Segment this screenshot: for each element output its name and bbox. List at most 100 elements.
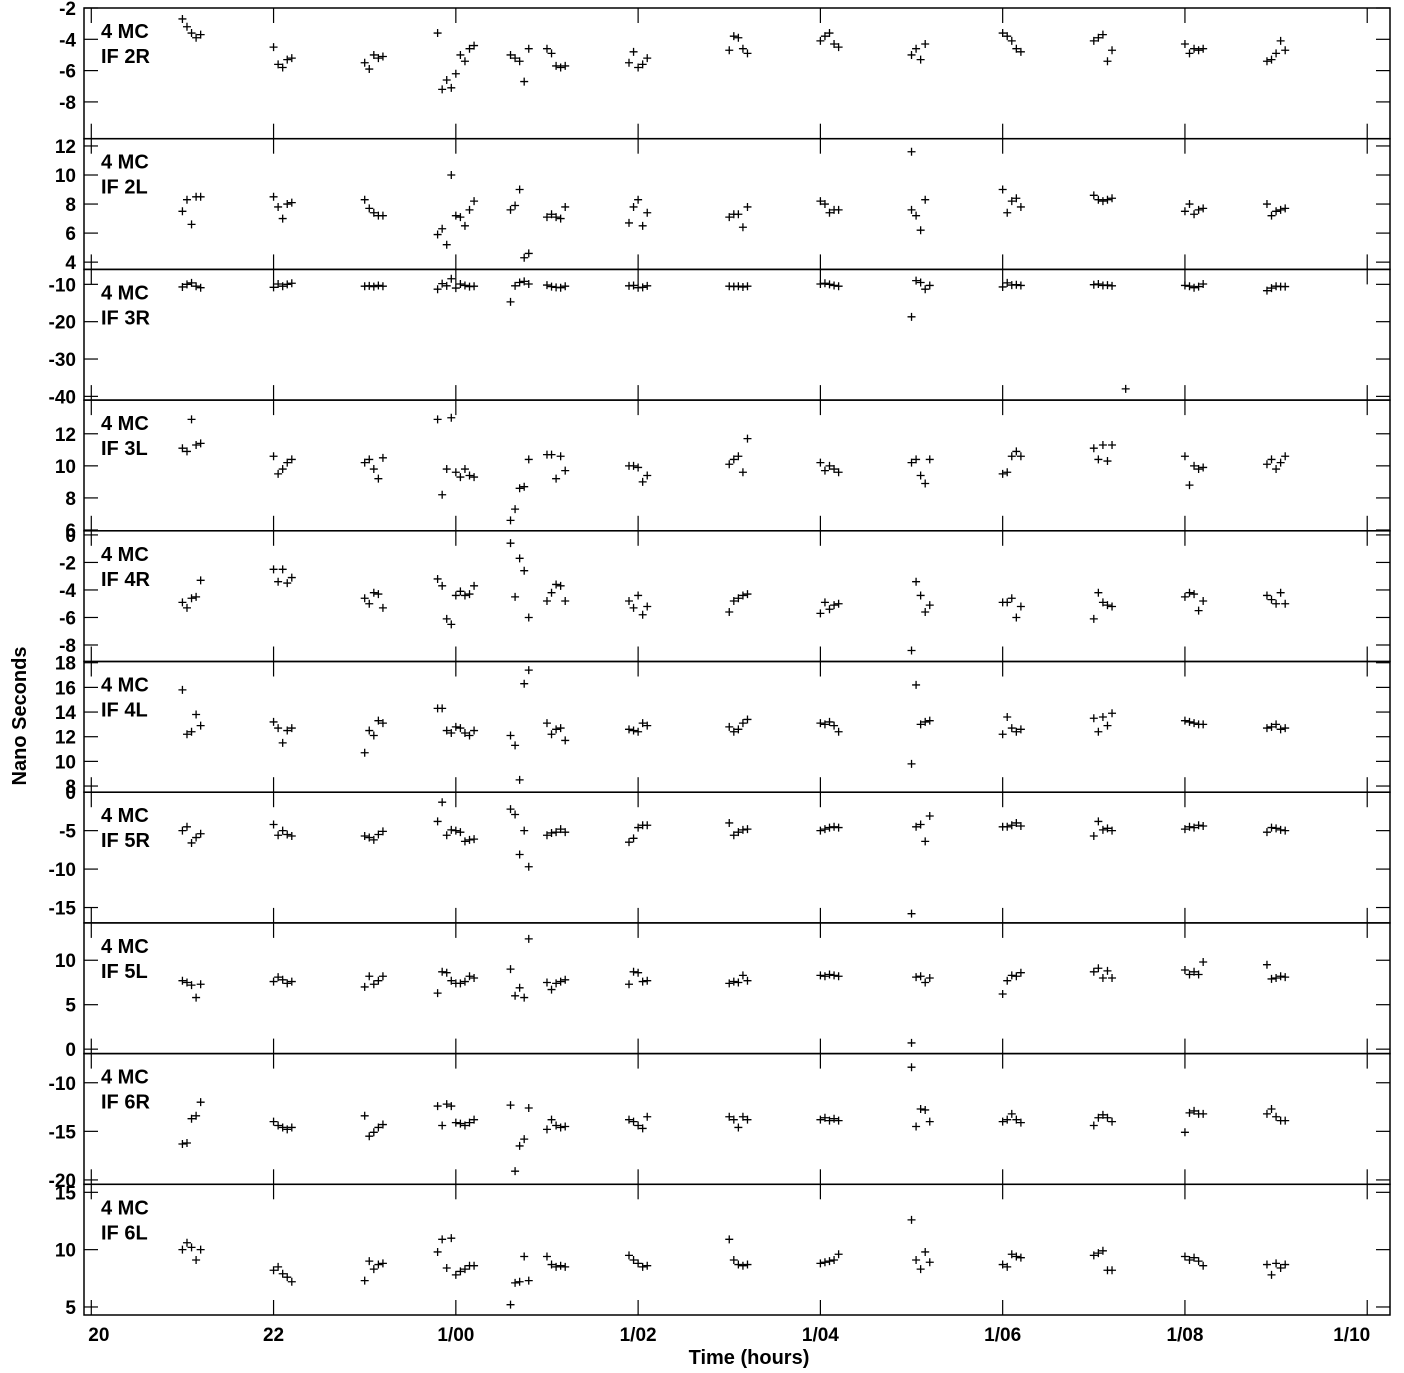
data-point <box>552 1121 561 1130</box>
data-point <box>269 1117 278 1126</box>
data-point <box>542 1125 551 1134</box>
panel-label-line2: IF 2R <box>101 46 150 68</box>
data-point <box>638 977 647 986</box>
panel-label-line2: IF 3R <box>101 307 150 329</box>
data-point <box>1272 720 1281 729</box>
data-point <box>369 588 378 597</box>
data-point <box>552 61 561 70</box>
data-point <box>287 573 296 582</box>
data-point <box>556 214 565 223</box>
panel-4: 12 10 8 6 4 MC IF 3L <box>55 399 1391 542</box>
data-point <box>378 719 387 728</box>
data-point <box>1199 596 1208 605</box>
data-point <box>725 46 734 55</box>
data-point <box>456 1267 465 1276</box>
data-point <box>1003 1262 1012 1271</box>
data-point <box>470 581 479 590</box>
data-point <box>515 983 524 992</box>
x-axis: 20 22 1/00 1/02 1/04 1/06 1/08 1/10 <box>88 1325 1370 1346</box>
data-point <box>360 982 369 991</box>
data-point <box>470 282 479 291</box>
y-tick-label: -5 <box>59 822 76 843</box>
y-tick-label: 10 <box>55 752 76 773</box>
data-point <box>643 602 652 611</box>
data-point <box>907 1063 916 1072</box>
data-point <box>456 213 465 222</box>
data-point <box>725 607 734 616</box>
data-point <box>438 798 447 807</box>
data-point <box>743 202 752 211</box>
data-point <box>470 41 479 50</box>
data-point <box>192 282 201 291</box>
data-point <box>1103 1113 1112 1122</box>
data-point <box>182 1238 191 1247</box>
data-point <box>547 210 556 219</box>
y-tick-label: -2 <box>59 553 76 574</box>
data-point <box>634 195 643 204</box>
data-point <box>625 980 634 989</box>
data-point <box>1194 282 1203 291</box>
data-point <box>1194 970 1203 979</box>
data-point <box>1016 602 1025 611</box>
data-point <box>638 60 647 69</box>
data-point <box>1180 452 1189 461</box>
data-point <box>542 719 551 728</box>
data-point <box>465 44 474 53</box>
data-point <box>907 1038 916 1047</box>
data-point <box>830 1114 839 1123</box>
data-point <box>442 1100 451 1109</box>
data-point <box>629 1255 638 1264</box>
data-point <box>1012 1252 1021 1261</box>
data-point <box>192 993 201 1002</box>
data-point <box>1094 455 1103 464</box>
data-point <box>725 979 734 988</box>
data-point <box>1276 725 1285 734</box>
data-point <box>816 197 825 206</box>
data-point <box>456 1119 465 1128</box>
panel-label-line1: 4 MC <box>101 805 149 827</box>
data-point <box>287 279 296 288</box>
data-point <box>506 965 515 974</box>
data-point <box>1108 1117 1117 1126</box>
data-point <box>278 975 287 984</box>
data-point <box>1016 202 1025 211</box>
y-tick-label: 8 <box>65 195 76 216</box>
data-point <box>433 1247 442 1256</box>
data-point <box>816 719 825 728</box>
data-point <box>365 726 374 735</box>
data-point <box>1199 1109 1208 1118</box>
data-point <box>511 1278 520 1287</box>
data-point <box>1185 717 1194 726</box>
data-point <box>378 1120 387 1129</box>
data-point <box>438 1235 447 1244</box>
data-point <box>511 810 520 819</box>
data-point <box>1103 966 1112 975</box>
data-point <box>1199 204 1208 213</box>
data-point <box>1199 1261 1208 1270</box>
data-point <box>1108 974 1117 983</box>
panel-label-line2: IF 4R <box>101 569 150 591</box>
data-point <box>820 720 829 729</box>
data-point <box>834 1116 843 1125</box>
data-point <box>1016 1253 1025 1262</box>
data-point <box>520 826 529 835</box>
data-point <box>196 1098 205 1107</box>
data-point <box>643 1112 652 1121</box>
data-point <box>283 55 292 64</box>
data-point <box>182 195 191 204</box>
data-point <box>360 748 369 757</box>
data-point <box>916 55 925 64</box>
data-point <box>1185 49 1194 58</box>
data-point <box>629 461 638 470</box>
data-point <box>1007 197 1016 206</box>
data-point <box>825 970 834 979</box>
data-point <box>825 1116 834 1125</box>
data-point <box>556 63 565 72</box>
data-point <box>269 717 278 726</box>
data-point <box>442 726 451 735</box>
data-point <box>743 1115 752 1124</box>
data-point <box>365 972 374 981</box>
data-point <box>433 817 442 826</box>
data-point <box>916 591 925 600</box>
data-point <box>442 76 451 85</box>
